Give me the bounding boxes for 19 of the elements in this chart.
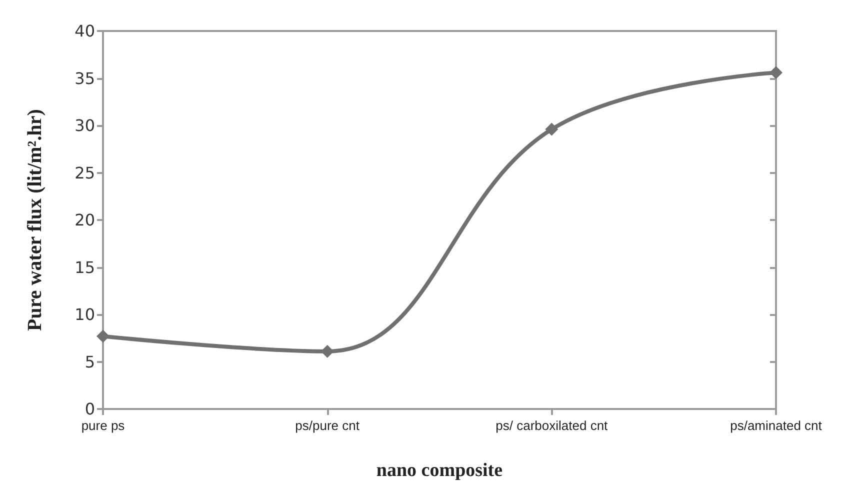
y-tick-label: 30 (74, 116, 95, 135)
y-tick-label: 0 (84, 400, 95, 418)
x-tick-label: ps/pure cnt (295, 418, 360, 433)
y-tick-label: 40 (74, 22, 95, 40)
x-tick-label: ps/ carboxilated cnt (496, 418, 608, 433)
point (96, 330, 110, 343)
y-tick-label: 10 (74, 305, 95, 324)
y-tick-label: 20 (74, 210, 95, 230)
point (545, 122, 558, 136)
y-tick-label: 5 (84, 352, 95, 372)
y-tick-label: 35 (74, 68, 95, 88)
y-tick-label: 15 (74, 258, 95, 277)
point (770, 66, 782, 80)
x-tick-label: ps/aminated cnt (730, 418, 822, 433)
x-axis-title: nano composite (376, 460, 503, 481)
y-tick-label: 25 (74, 163, 95, 182)
y-axis-title: Pure water flux (lit/m².hr) (24, 109, 46, 331)
x-tick-label: pure ps (81, 418, 126, 433)
point (320, 344, 334, 358)
